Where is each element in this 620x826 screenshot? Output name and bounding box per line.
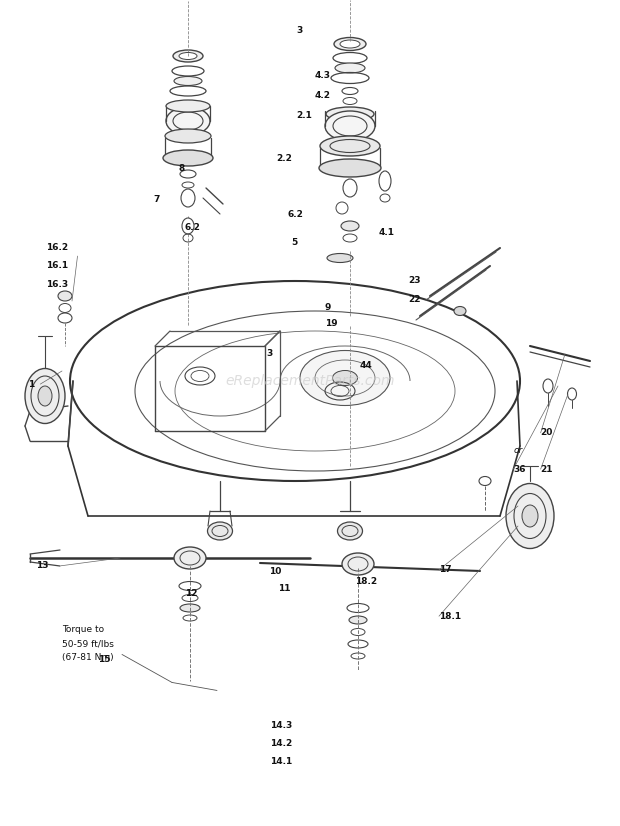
Ellipse shape [349,616,367,624]
Text: 2.1: 2.1 [296,112,312,120]
Text: 20: 20 [541,429,553,437]
Ellipse shape [25,368,65,424]
Text: or: or [513,446,523,454]
Text: 3: 3 [296,26,303,35]
Ellipse shape [543,379,553,393]
Text: 23: 23 [408,277,420,285]
Ellipse shape [163,150,213,166]
Text: 4.2: 4.2 [315,92,331,100]
Ellipse shape [174,77,202,86]
Text: 8: 8 [179,164,185,173]
Ellipse shape [340,40,360,48]
Ellipse shape [179,53,197,59]
Ellipse shape [181,189,195,207]
Ellipse shape [454,306,466,316]
Ellipse shape [58,291,72,301]
Ellipse shape [38,386,52,406]
Text: eReplacementParts.com: eReplacementParts.com [225,374,395,388]
Text: 5: 5 [291,239,298,247]
Text: 22: 22 [408,295,420,303]
Text: 12: 12 [185,589,197,597]
Ellipse shape [341,221,359,231]
Text: 14.2: 14.2 [270,739,292,748]
Text: 17: 17 [439,566,451,574]
Ellipse shape [332,371,358,386]
Ellipse shape [166,107,210,135]
Text: 4.1: 4.1 [378,229,394,237]
Ellipse shape [173,50,203,62]
Ellipse shape [327,254,353,263]
Ellipse shape [182,218,194,234]
Ellipse shape [326,107,374,121]
Text: 10: 10 [269,567,281,576]
Text: 6.2: 6.2 [185,224,201,232]
Text: 6.2: 6.2 [287,211,303,219]
Text: 44: 44 [360,361,373,369]
Text: 13: 13 [36,562,48,570]
Text: 11: 11 [278,584,290,592]
Text: 16.1: 16.1 [46,262,69,270]
Ellipse shape [334,37,366,50]
Text: 9: 9 [325,303,331,311]
Ellipse shape [337,522,363,540]
Text: 19: 19 [325,320,337,328]
Ellipse shape [165,129,211,143]
Ellipse shape [325,111,375,141]
Text: 2.2: 2.2 [276,154,292,163]
Text: 16.3: 16.3 [46,280,69,288]
Text: Torque to: Torque to [62,625,104,634]
Text: 1: 1 [28,380,34,388]
Ellipse shape [208,522,232,540]
Text: 21: 21 [541,465,553,473]
Text: 36: 36 [513,465,526,473]
Text: 14.3: 14.3 [270,721,292,729]
Ellipse shape [320,136,380,156]
Ellipse shape [343,179,357,197]
Ellipse shape [174,547,206,569]
Text: 3: 3 [267,349,273,358]
Ellipse shape [342,553,374,575]
Ellipse shape [180,604,200,612]
Text: 18.2: 18.2 [355,577,378,586]
Text: (67-81 Nm): (67-81 Nm) [62,653,113,662]
Text: 15: 15 [98,655,110,663]
Ellipse shape [335,63,365,73]
Text: 4.3: 4.3 [315,72,331,80]
Ellipse shape [379,171,391,191]
Text: 50-59 ft/lbs: 50-59 ft/lbs [62,639,114,648]
Text: 18.1: 18.1 [439,612,461,620]
Ellipse shape [319,159,381,177]
Ellipse shape [522,505,538,527]
Ellipse shape [300,350,390,406]
Ellipse shape [506,483,554,548]
Text: 14.1: 14.1 [270,757,292,766]
Text: 16.2: 16.2 [46,244,69,252]
Ellipse shape [567,388,577,400]
Text: 7: 7 [154,196,160,204]
Ellipse shape [166,100,210,112]
